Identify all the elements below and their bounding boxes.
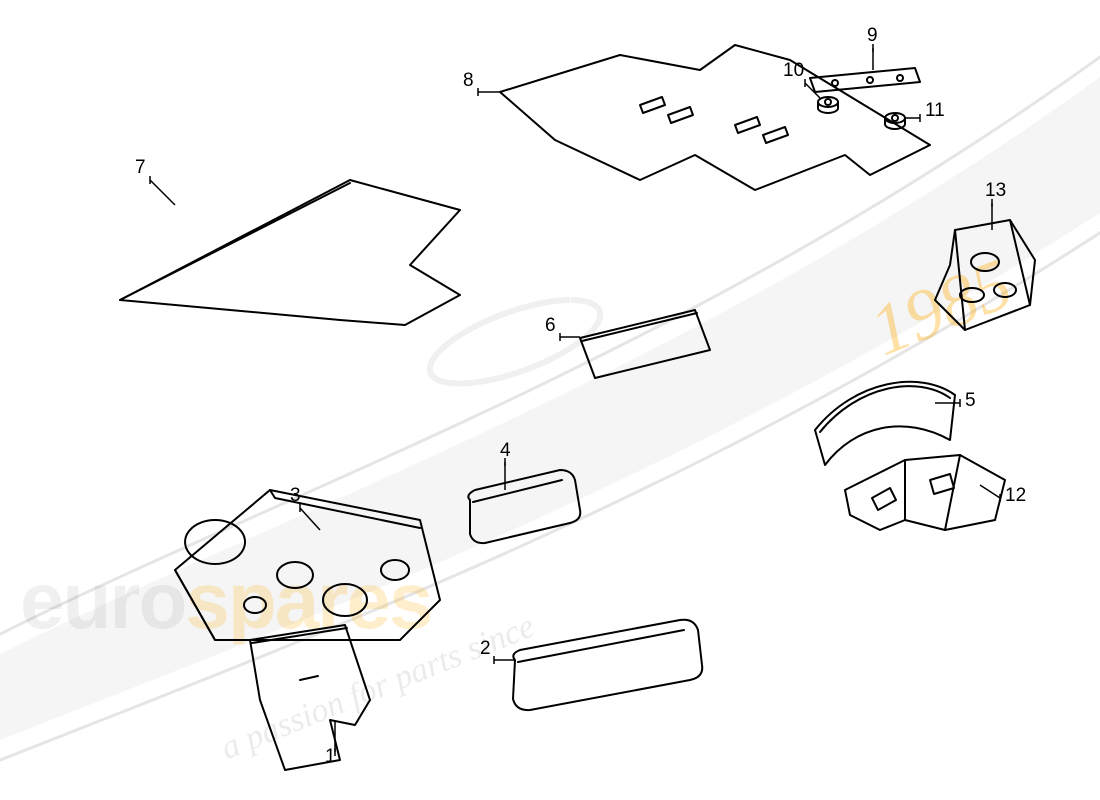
callout-label-4: 4 [500, 440, 511, 462]
callout-leader-3 [300, 508, 320, 530]
part-6 [580, 310, 710, 378]
part-9 [810, 68, 920, 92]
callout-label-13: 13 [985, 180, 1006, 202]
callout-leader-7 [150, 180, 175, 205]
part-3 [175, 490, 440, 640]
callout-label-3: 3 [290, 485, 301, 507]
part-8 [500, 45, 930, 190]
part-2 [513, 620, 702, 710]
part-11 [885, 113, 905, 129]
callout-label-10: 10 [783, 60, 804, 82]
part-5 [815, 382, 955, 465]
diagram-stage: eurospares a passion for parts since 198… [0, 0, 1100, 800]
callout-label-1: 1 [325, 746, 336, 768]
callout-label-7: 7 [135, 157, 146, 179]
callout-label-6: 6 [545, 315, 556, 337]
callout-label-12: 12 [1005, 485, 1026, 507]
callout-label-11: 11 [925, 100, 945, 122]
callout-label-9: 9 [867, 25, 878, 47]
callout-label-2: 2 [480, 638, 491, 660]
callout-label-5: 5 [965, 390, 976, 412]
part-12 [845, 455, 1005, 530]
part-4 [468, 470, 580, 543]
callout-leader-12 [980, 485, 1000, 498]
part-10 [818, 97, 838, 113]
part-13 [935, 220, 1035, 330]
callout-label-8: 8 [463, 70, 474, 92]
part-1 [250, 625, 370, 770]
